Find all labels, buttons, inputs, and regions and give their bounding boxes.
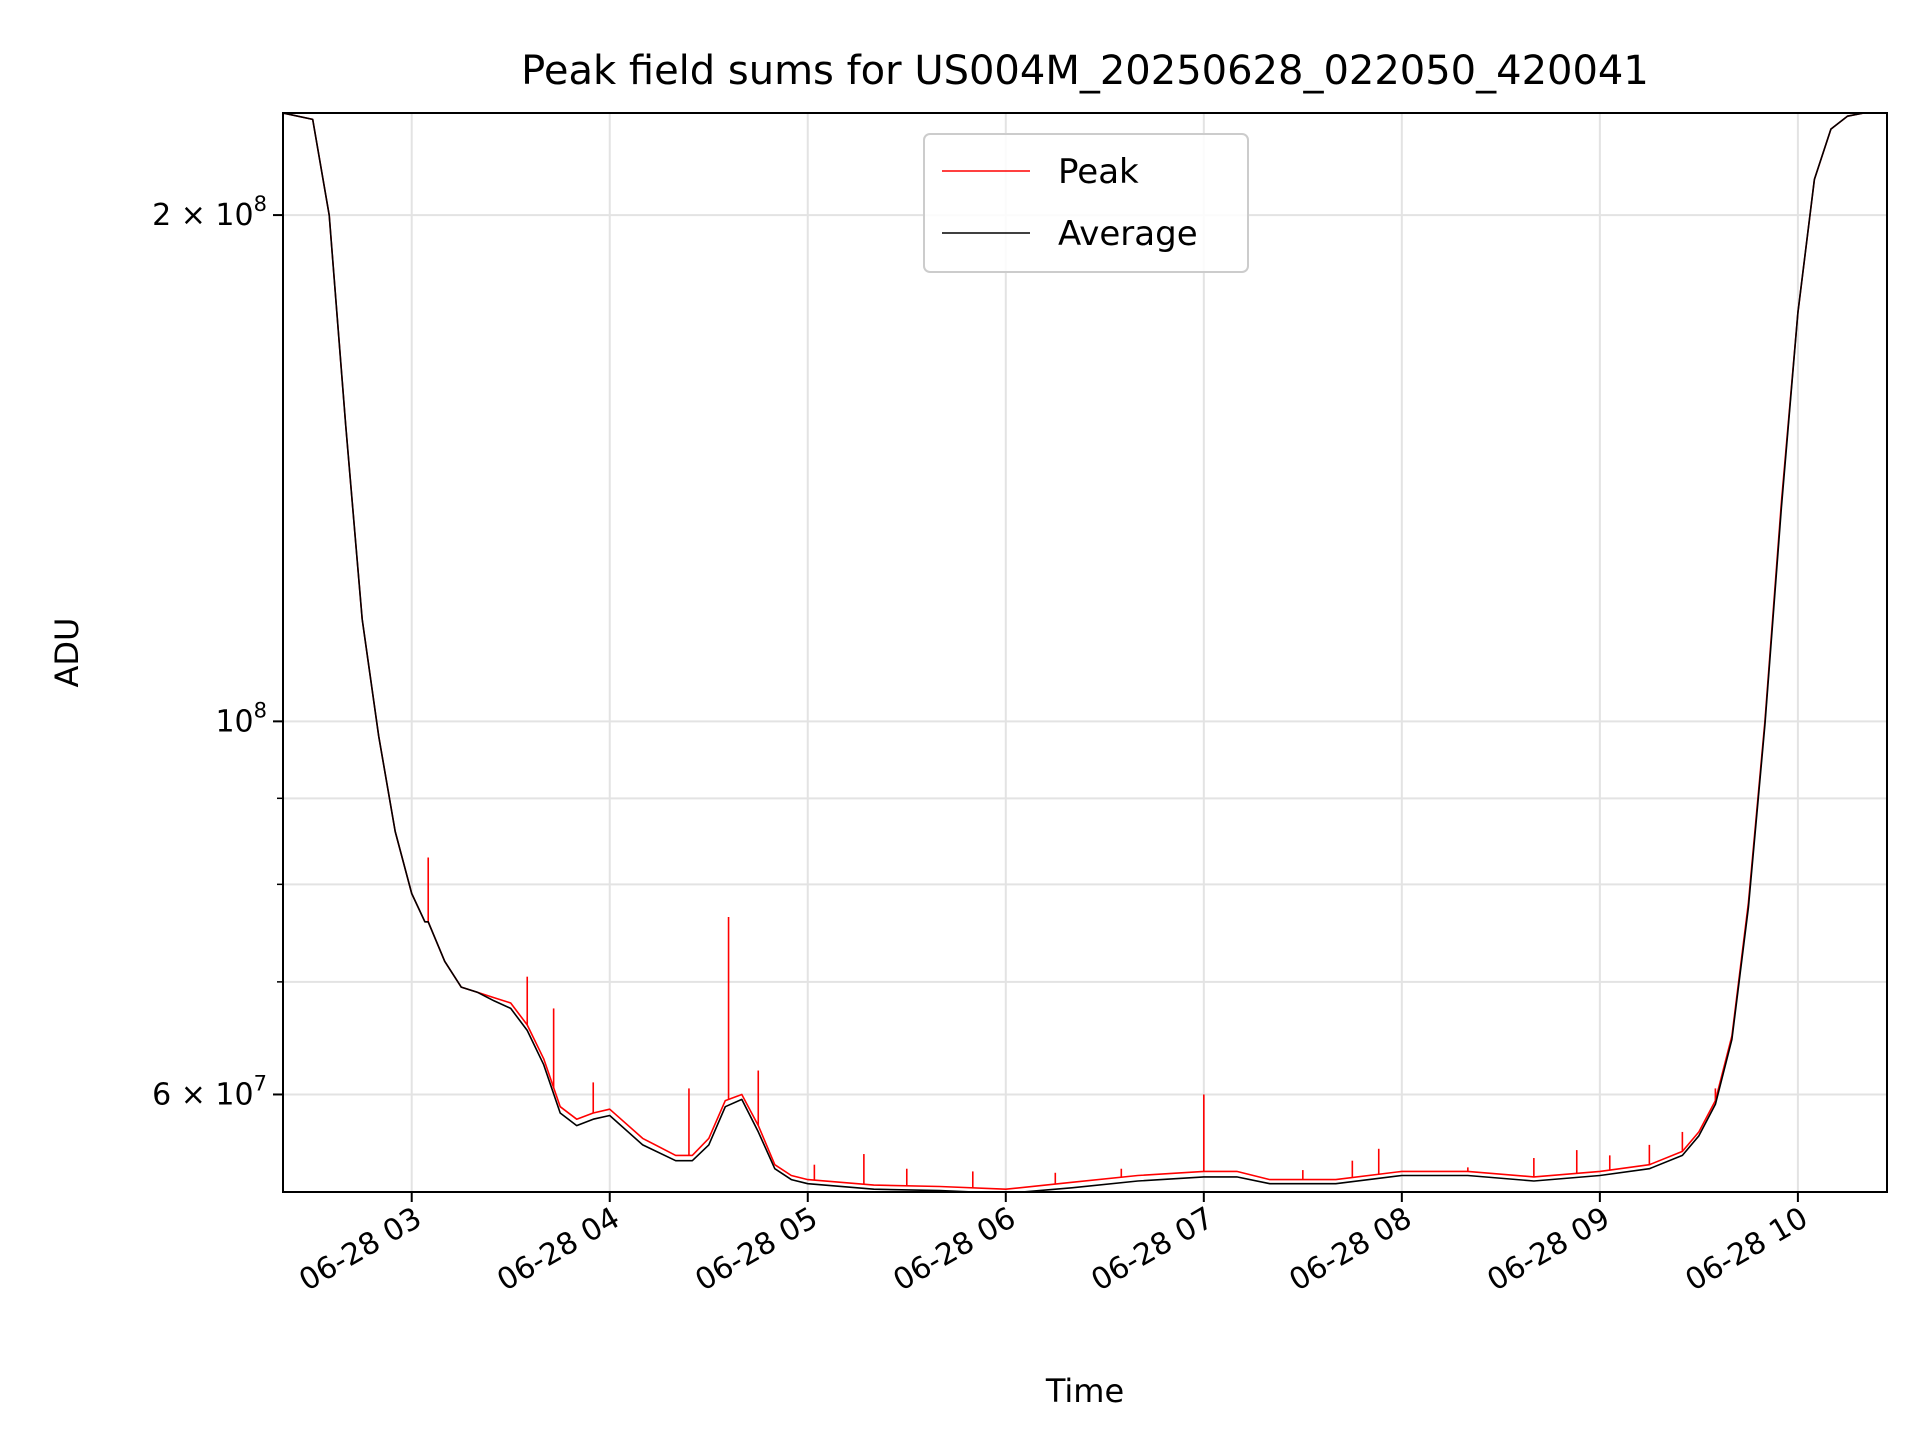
legend-box [923, 133, 1249, 273]
y-tick-label: 2 × 108 [152, 192, 267, 233]
legend-label-peak: Peak [1058, 152, 1139, 192]
y-tick-label: 108 [215, 698, 267, 739]
plot-frame [282, 112, 1888, 1193]
y-axis-label: ADU [48, 618, 86, 688]
legend-label-average: Average [1058, 214, 1198, 254]
x-axis-label: Time [1045, 1372, 1124, 1410]
series-layer [283, 113, 1887, 1192]
series-line-average [283, 113, 1887, 1192]
chart-title: Peak field sums for US004M_20250628_0220… [521, 48, 1649, 94]
series-average [283, 113, 1887, 1192]
legend: Peak Average [923, 133, 1249, 273]
y-tick-label: 6 × 107 [152, 1071, 267, 1112]
